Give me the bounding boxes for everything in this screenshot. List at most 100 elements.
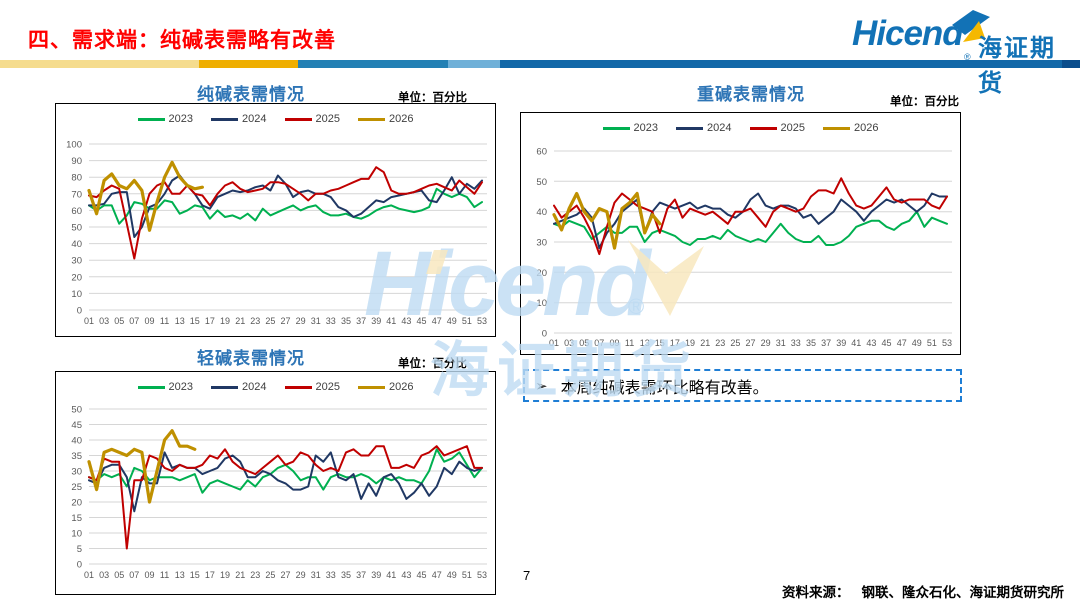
x-tick-label: 05 <box>114 316 124 326</box>
legend-item-2024: 2024 <box>211 381 267 393</box>
y-tick-label: 70 <box>71 189 82 200</box>
x-tick-label: 47 <box>897 338 907 348</box>
source-text: 钢联、隆众石化、海证期货研究所 <box>861 585 1065 600</box>
x-tick-label: 37 <box>821 338 831 348</box>
series-2025-line <box>88 166 483 260</box>
series-2023-line <box>553 210 948 246</box>
x-tick-label: 49 <box>447 570 457 580</box>
y-tick-label: 80 <box>71 173 82 184</box>
y-tick-label: 35 <box>71 451 82 462</box>
note-text: 本周纯碱表需环比略有改善。 <box>560 379 769 397</box>
legend-item-2023: 2023 <box>137 381 194 393</box>
y-tick-label: 40 <box>71 239 82 250</box>
x-tick-label: 37 <box>356 570 366 580</box>
y-tick-label: 90 <box>71 156 82 167</box>
x-tick-label: 49 <box>447 316 457 326</box>
x-tick-label: 43 <box>401 570 411 580</box>
legend-label: 2026 <box>388 113 414 125</box>
x-tick-label: 25 <box>265 570 275 580</box>
x-tick-label: 35 <box>341 316 351 326</box>
legend-item-2025: 2025 <box>749 122 805 134</box>
x-tick-label: 09 <box>144 316 154 326</box>
x-tick-label: 01 <box>549 338 559 348</box>
x-tick-label: 17 <box>205 316 215 326</box>
x-tick-label: 53 <box>477 570 487 580</box>
note-bullet-icon: ➢ <box>535 376 548 395</box>
x-tick-label: 17 <box>670 338 680 348</box>
x-tick-label: 19 <box>685 338 695 348</box>
decorative-divider-bar <box>0 60 1080 68</box>
chart-title-light-soda: 轻碱表需情况 <box>197 349 305 368</box>
page-title: 四、需求端：纯碱表需略有改善 <box>28 29 336 52</box>
x-tick-label: 35 <box>341 570 351 580</box>
chart-legend: 2023 2024 2025 2026 <box>56 113 495 125</box>
chart-canvas: 0 10 20 30 40 50 60 01 03 05 07 09 11 13 15 17 19 21 23 25 2… <box>536 147 952 349</box>
series-2026-line <box>87 429 197 504</box>
y-tick-label: 25 <box>71 482 82 493</box>
x-tick-label: 33 <box>326 316 336 326</box>
legend-label: 2024 <box>242 381 267 393</box>
x-tick-label: 33 <box>791 338 801 348</box>
x-tick-label: 35 <box>806 338 816 348</box>
y-tick-label: 5 <box>77 544 82 555</box>
x-tick-label: 05 <box>114 570 124 580</box>
x-tick-label: 07 <box>594 338 604 348</box>
x-tick-label: 27 <box>745 338 755 348</box>
y-tick-label: 45 <box>71 420 82 431</box>
legend-swatch <box>284 385 312 389</box>
x-tick-label: 03 <box>564 338 574 348</box>
source-line: 资料来源： 钢联、隆众石化、海证期货研究所 <box>782 581 1064 601</box>
legend-item-2024: 2024 <box>211 113 267 125</box>
legend-swatch <box>749 126 777 130</box>
x-tick-label: 51 <box>462 570 472 580</box>
chart-heavy-soda-demand: 2023 2024 2025 2026 0 10 20 30 40 50 60 01 03 05 07 09… <box>520 112 961 355</box>
unit-label: 单位：百分比 <box>398 358 467 370</box>
y-tick-label: 40 <box>536 207 547 218</box>
x-tick-label: 15 <box>655 338 665 348</box>
y-tick-label: 10 <box>71 529 82 540</box>
x-tick-label: 33 <box>326 570 336 580</box>
legend-swatch <box>357 117 385 121</box>
chart-light-soda-demand: 2023 2024 2025 2026 0 5 10 15 20 25 30 35 40 45 50 01 0… <box>55 371 496 595</box>
y-tick-label: 30 <box>536 238 547 249</box>
x-tick-label: 11 <box>160 570 169 580</box>
x-tick-label: 11 <box>160 316 169 326</box>
x-tick-label: 31 <box>776 338 786 348</box>
logo-arrow-icon <box>950 8 992 49</box>
logo-chinese-name: 海证期货 <box>978 35 1056 97</box>
y-tick-label: 10 <box>71 289 82 300</box>
x-tick-label: 27 <box>280 316 290 326</box>
summary-note-box: ➢ 本周纯碱表需环比略有改善。 <box>523 369 962 402</box>
x-tick-label: 09 <box>609 338 619 348</box>
x-tick-label: 07 <box>129 570 139 580</box>
legend-label: 2023 <box>168 381 194 393</box>
x-tick-label: 23 <box>250 316 260 326</box>
y-tick-label: 50 <box>71 223 82 234</box>
chart-title-soda-ash: 纯碱表需情况 <box>197 85 305 104</box>
x-tick-label: 23 <box>250 570 260 580</box>
legend-label: 2025 <box>315 113 340 125</box>
y-tick-label: 50 <box>71 405 82 416</box>
x-tick-label: 11 <box>625 338 634 348</box>
legend-item-2026: 2026 <box>357 113 414 125</box>
logo-brand-text: Hicend <box>852 14 964 53</box>
series-2026-line <box>87 160 204 232</box>
x-tick-label: 27 <box>280 570 290 580</box>
y-tick-label: 15 <box>71 513 82 524</box>
legend-item-2024: 2024 <box>676 122 732 134</box>
x-tick-label: 47 <box>432 316 442 326</box>
y-tick-label: 20 <box>536 268 547 279</box>
x-tick-label: 21 <box>235 570 245 580</box>
x-tick-label: 31 <box>311 570 321 580</box>
x-tick-label: 19 <box>220 316 230 326</box>
x-tick-label: 15 <box>190 316 200 326</box>
legend-label: 2025 <box>315 381 340 393</box>
legend-swatch <box>676 126 704 130</box>
x-tick-label: 25 <box>265 316 275 326</box>
y-tick-label: 50 <box>536 177 547 188</box>
legend-item-2025: 2025 <box>284 113 340 125</box>
legend-label: 2026 <box>853 122 879 134</box>
x-tick-label: 29 <box>296 570 306 580</box>
x-tick-label: 29 <box>761 338 771 348</box>
x-tick-label: 43 <box>866 338 876 348</box>
